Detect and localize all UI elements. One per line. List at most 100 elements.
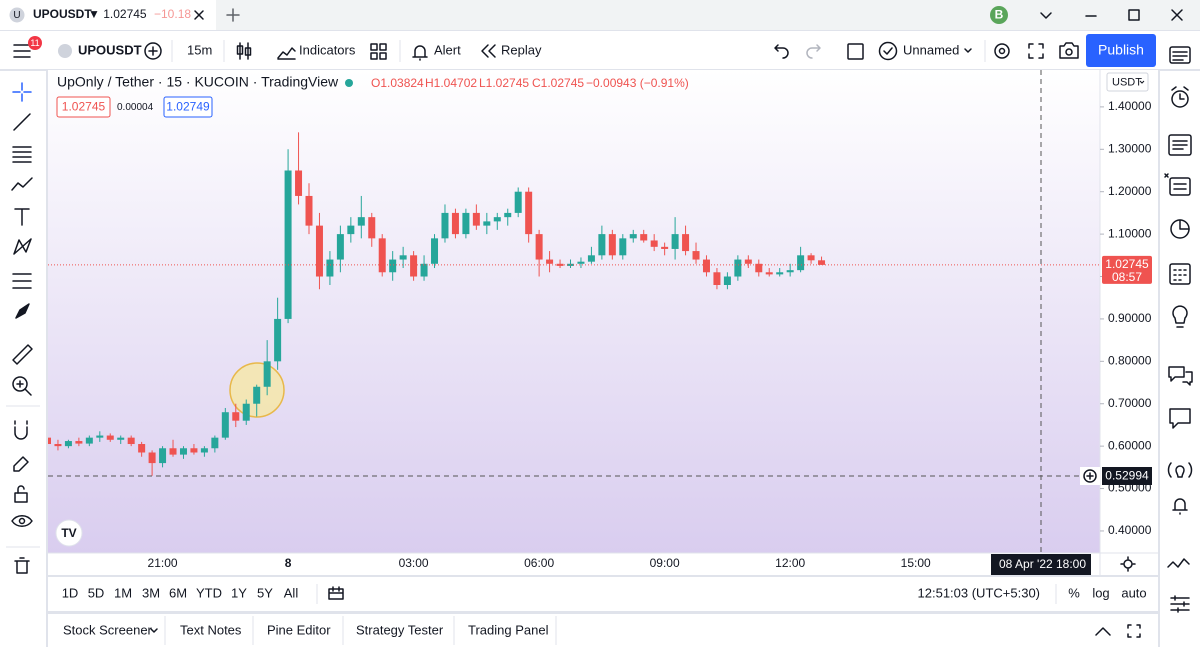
range-button[interactable]: 5D [88, 585, 105, 600]
candle-body [211, 437, 219, 449]
y-tick-label: 0.40000 [1108, 523, 1152, 537]
range-button[interactable]: 5Y [257, 585, 273, 600]
auto-toggle[interactable]: auto [1121, 585, 1146, 600]
sell-box[interactable] [56, 96, 111, 118]
tab-close[interactable] [194, 10, 204, 20]
candle-body [368, 217, 376, 239]
clock[interactable]: 12:51:03 (UTC+5:30) [918, 585, 1040, 600]
tv-logo[interactable] [55, 519, 83, 547]
x-tick-label: 21:00 [148, 556, 178, 570]
panel-tab[interactable]: Pine Editor [267, 622, 331, 637]
currency-select[interactable] [1106, 72, 1149, 92]
candle-body [608, 234, 616, 256]
candle-body [818, 260, 826, 265]
publish-label: Publish [1098, 42, 1144, 58]
candle-body [577, 261, 585, 264]
cloud-icon [878, 41, 898, 61]
candle-body [535, 234, 543, 260]
crosshair-time: 18:00 [1056, 557, 1086, 571]
templates[interactable] [370, 43, 387, 60]
interval[interactable]: 15m [187, 42, 212, 57]
range-button[interactable]: 1D [62, 585, 79, 600]
favicon [9, 7, 25, 23]
candle-body [629, 234, 637, 239]
candle-body [305, 195, 313, 226]
menu[interactable] [13, 44, 31, 58]
symbol-icon [58, 44, 72, 58]
symbol[interactable]: UPOUSDT [78, 42, 142, 57]
profile-letter: B [995, 8, 1004, 22]
range-button[interactable]: 3M [142, 585, 160, 600]
new-tab[interactable] [226, 8, 240, 22]
x-tick-label: 06:00 [524, 556, 554, 570]
x-tick-label: 12:00 [775, 556, 805, 570]
candle-body [713, 272, 721, 285]
candle-body [483, 221, 491, 226]
profile-avatar[interactable] [990, 6, 1008, 24]
panel-tab[interactable]: Stock Screener [63, 622, 153, 637]
range-button[interactable]: 1Y [231, 585, 247, 600]
layout-name[interactable]: Unnamed [903, 42, 959, 57]
x-tick-label: 15:00 [901, 556, 931, 570]
fullscreen[interactable] [1028, 43, 1044, 59]
currency: USDT [1112, 76, 1142, 88]
panel-tab[interactable]: Trading Panel [468, 622, 549, 637]
y-tick-label: 0.90000 [1108, 311, 1152, 325]
plot-area[interactable] [48, 70, 1100, 553]
axis-settings[interactable] [1123, 559, 1133, 569]
log-toggle[interactable]: log [1092, 585, 1109, 600]
candle-body [232, 412, 240, 421]
panel-tab[interactable]: Text Notes [180, 622, 242, 637]
expand-panel[interactable] [1095, 627, 1111, 636]
candle-body [797, 255, 805, 271]
close-window[interactable] [1171, 9, 1183, 21]
indicators[interactable]: Indicators [299, 42, 356, 57]
notification-badge [28, 36, 42, 50]
percent-toggle[interactable]: % [1068, 585, 1080, 600]
x-tick-label: 03:00 [399, 556, 429, 570]
snapshot[interactable] [1059, 42, 1079, 59]
screener-menu[interactable] [150, 628, 158, 633]
y-tick-label: 1.20000 [1108, 184, 1152, 198]
range-button[interactable]: 1M [114, 585, 132, 600]
layout-menu[interactable] [964, 48, 972, 53]
range-button[interactable]: YTD [196, 585, 222, 600]
candle-body [148, 452, 156, 464]
legend-close: C1.02745 [532, 76, 584, 90]
browser-tab[interactable] [0, 0, 216, 30]
range-button[interactable]: All [284, 585, 299, 600]
x-tick-label: 8 [285, 556, 292, 570]
go-to-date[interactable] [328, 586, 344, 600]
replay[interactable]: Replay [501, 42, 542, 57]
candle-body [410, 255, 418, 277]
candle-body [138, 444, 146, 453]
settings[interactable] [994, 43, 1010, 59]
compare[interactable] [144, 42, 162, 60]
candle-body [462, 212, 470, 235]
candle-body [556, 263, 564, 266]
candle-body [48, 437, 51, 445]
tab-search[interactable] [1040, 12, 1052, 19]
buy-box[interactable] [163, 96, 213, 118]
range-button[interactable]: 6M [169, 585, 187, 600]
maximize[interactable] [1128, 9, 1140, 21]
drawing-tools[interactable] [11, 82, 33, 574]
candle-body [504, 212, 512, 218]
candle-body [159, 448, 167, 464]
panel-tab[interactable]: Strategy Tester [356, 622, 444, 637]
candle-body [106, 435, 114, 440]
alert[interactable]: Alert [434, 42, 461, 57]
candle-body [431, 238, 439, 264]
undo[interactable] [774, 44, 789, 59]
replay-icon [481, 44, 496, 58]
y-tick-label: 0.80000 [1108, 353, 1152, 367]
tab-price: ▼ 1.02745 [88, 7, 147, 21]
sidebar-icons[interactable] [1164, 46, 1193, 613]
redo[interactable] [806, 44, 821, 59]
legend-high: H1.04702 [425, 76, 477, 90]
layout-select[interactable] [847, 43, 864, 60]
candle-body [661, 246, 669, 249]
tab-title: UPOUSDT [33, 7, 92, 21]
publish-button[interactable] [1086, 34, 1156, 67]
maximize-panel[interactable] [1127, 624, 1141, 638]
